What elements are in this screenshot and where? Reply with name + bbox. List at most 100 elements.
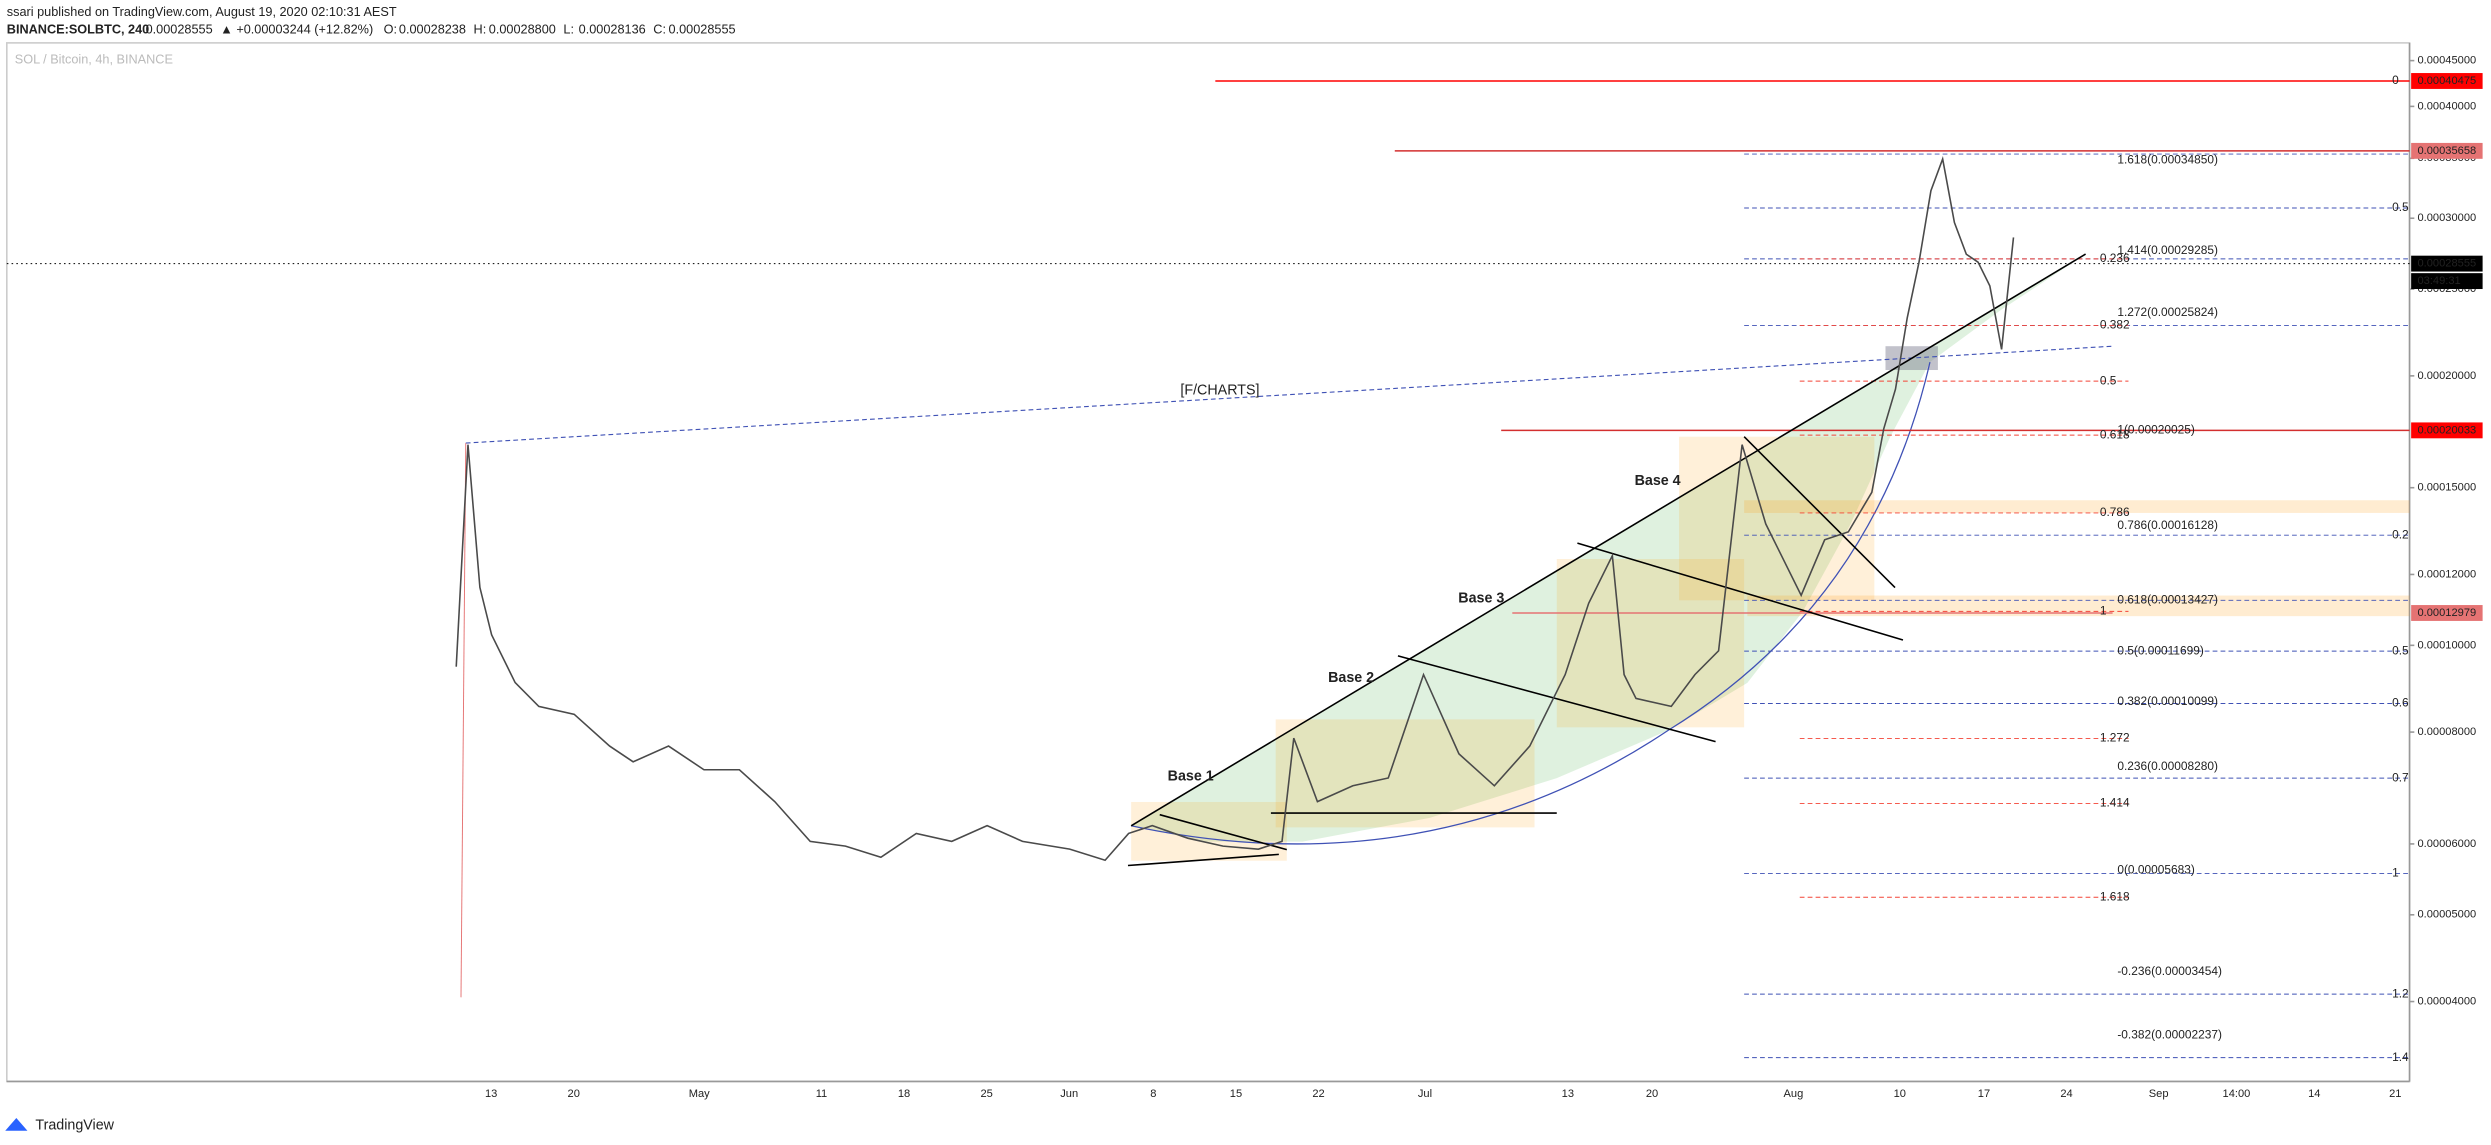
y-tick-label: 0.00004000 xyxy=(2417,995,2476,1007)
header-ohlc: 0.00028555 xyxy=(669,23,736,37)
fib-blue-label: 0 xyxy=(2392,73,2399,87)
fib-red-label: 0.5 xyxy=(2100,373,2117,387)
y-tick-label: 0.00045000 xyxy=(2417,55,2476,67)
trend-line xyxy=(1397,655,1716,743)
trend-line xyxy=(1130,253,2086,827)
trend-line xyxy=(1127,853,1279,867)
base-box xyxy=(1556,559,1745,728)
footer-brand: TradingView xyxy=(35,1118,114,1134)
x-tick-label: 13 xyxy=(485,1088,497,1100)
fib-red-label: 1.414 xyxy=(2100,796,2130,810)
fib-ext-label: 1.272(0.00025824) xyxy=(2117,305,2218,319)
base-box xyxy=(1679,436,1875,601)
brand-label: [F/CHARTS] xyxy=(1180,382,1259,398)
footer-logo xyxy=(5,1118,28,1131)
x-tick-label: 10 xyxy=(1894,1088,1906,1100)
y-tick-label: 0.00006000 xyxy=(2417,838,2476,850)
x-tick-label: 8 xyxy=(1150,1088,1156,1100)
base-label: Base 3 xyxy=(1458,590,1504,606)
trend-line xyxy=(1159,813,1288,851)
fib-ext-label: 0.382(0.00010099) xyxy=(2117,694,2218,708)
watermark: SOL / Bitcoin, 4h, BINANCE xyxy=(15,53,173,67)
price-tag-label: 0.00035658 xyxy=(2417,145,2476,157)
fib-ext-label: 1(0.00020025) xyxy=(2117,423,2194,437)
y-tick-label: 0.00010000 xyxy=(2417,639,2476,651)
x-tick-label: Sep xyxy=(2149,1088,2169,1100)
x-tick-label: 22 xyxy=(1312,1088,1324,1100)
x-tick-label: 20 xyxy=(1646,1088,1658,1100)
x-tick-label: 21 xyxy=(2389,1088,2401,1100)
header-symbol: BINANCE:SOLBTC, 240 xyxy=(7,23,149,37)
price-tag xyxy=(2411,422,2483,439)
price-tag-label: 03:49:31 xyxy=(2417,275,2460,287)
price-tag xyxy=(2411,605,2483,621)
fib-blue-label: 1.2 xyxy=(2392,986,2409,1000)
fib-blue-label: 0.6 xyxy=(2392,696,2409,710)
y-tick-label: 0.00005000 xyxy=(2417,909,2476,921)
x-tick-label: Aug xyxy=(1783,1088,1803,1100)
x-tick-label: 15 xyxy=(1230,1088,1242,1100)
blue-trend xyxy=(465,345,2113,444)
trend-line xyxy=(1743,436,1896,589)
header-field: ▲ +0.00003244 (+12.82%) xyxy=(220,23,373,37)
price-tag-label: 0.00020033 xyxy=(2417,424,2476,436)
x-tick-label: 24 xyxy=(2060,1088,2072,1100)
base-box xyxy=(1131,801,1287,861)
header-ohlc: C: xyxy=(653,23,666,37)
x-tick-label: 17 xyxy=(1978,1088,1990,1100)
y-tick-label: 0.00012000 xyxy=(2417,568,2476,580)
trend-line xyxy=(1577,542,1904,641)
fib-blue-label: 1.4 xyxy=(2392,1050,2409,1064)
fib-ext-label: 0.236(0.00008280) xyxy=(2117,759,2218,773)
header-ohlc: 0.00028136 xyxy=(579,23,646,37)
base-label: Base 2 xyxy=(1328,670,1374,686)
fib-red-label: 1.618 xyxy=(2100,889,2130,903)
header-ohlc: H: xyxy=(474,23,487,37)
x-tick-label: Jun xyxy=(1060,1088,1078,1100)
y-tick-label: 0.00015000 xyxy=(2417,482,2476,494)
header-ohlc: 0.00028238 xyxy=(399,23,466,37)
fib-red-label: 0.382 xyxy=(2100,318,2130,332)
header-ohlc: 0.00028800 xyxy=(489,23,556,37)
fib-blue-label: 1 xyxy=(2392,866,2399,880)
y-tick-label: 0.00020000 xyxy=(2417,370,2476,382)
price-tag xyxy=(2411,142,2483,159)
fib-red-label: 0.618 xyxy=(2100,427,2130,441)
base-box xyxy=(1275,719,1535,828)
rising-area xyxy=(1131,254,2086,842)
fib-blue-label: 0.5 xyxy=(2392,200,2409,214)
fib-blue-label: 0.5 xyxy=(2392,643,2409,657)
x-tick-label: 14 xyxy=(2308,1088,2320,1100)
price-tag-label: 0.00028555 xyxy=(2417,258,2476,270)
fib-ext-label: 0.618(0.00013427) xyxy=(2117,592,2218,606)
x-tick-label: 13 xyxy=(1562,1088,1574,1100)
y-tick-label: 0.00030000 xyxy=(2417,212,2476,224)
y-tick-label: 0.00040000 xyxy=(2417,100,2476,112)
plot-frame xyxy=(6,42,2411,1083)
price-tag xyxy=(2411,255,2483,272)
base-label: Base 1 xyxy=(1168,768,1214,784)
fib-ext-label: -0.382(0.00002237) xyxy=(2117,1028,2222,1042)
x-tick-label: 14:00 xyxy=(2223,1088,2251,1100)
x-tick-label: 18 xyxy=(898,1088,910,1100)
x-tick-label: 11 xyxy=(816,1088,828,1100)
fib-red-label: 0.786 xyxy=(2100,505,2130,519)
x-tick-label: May xyxy=(689,1088,710,1100)
base-label: Base 4 xyxy=(1635,473,1681,489)
x-tick-label: 25 xyxy=(980,1088,992,1100)
fib-ext-label: 1.618(0.00034850) xyxy=(2117,153,2218,167)
header-ohlc: L: xyxy=(563,23,574,37)
price-tag-label: 0.00040475 xyxy=(2417,75,2476,87)
price-line xyxy=(455,155,2015,862)
price-tag xyxy=(2411,73,2483,89)
fib-blue-label: 0.2 xyxy=(2392,527,2409,541)
fib-ext-label: 1.414(0.00029285) xyxy=(2117,243,2218,257)
fib-red-label: 1 xyxy=(2100,604,2107,618)
x-tick-label: Jul xyxy=(1418,1088,1432,1100)
fib-ext-label: -0.236(0.00003454) xyxy=(2117,964,2222,978)
fib-red-label: 0.236 xyxy=(2100,251,2130,265)
fib-blue-label: 0.7 xyxy=(2392,770,2409,784)
header-field: 0.00028555 xyxy=(146,23,213,37)
